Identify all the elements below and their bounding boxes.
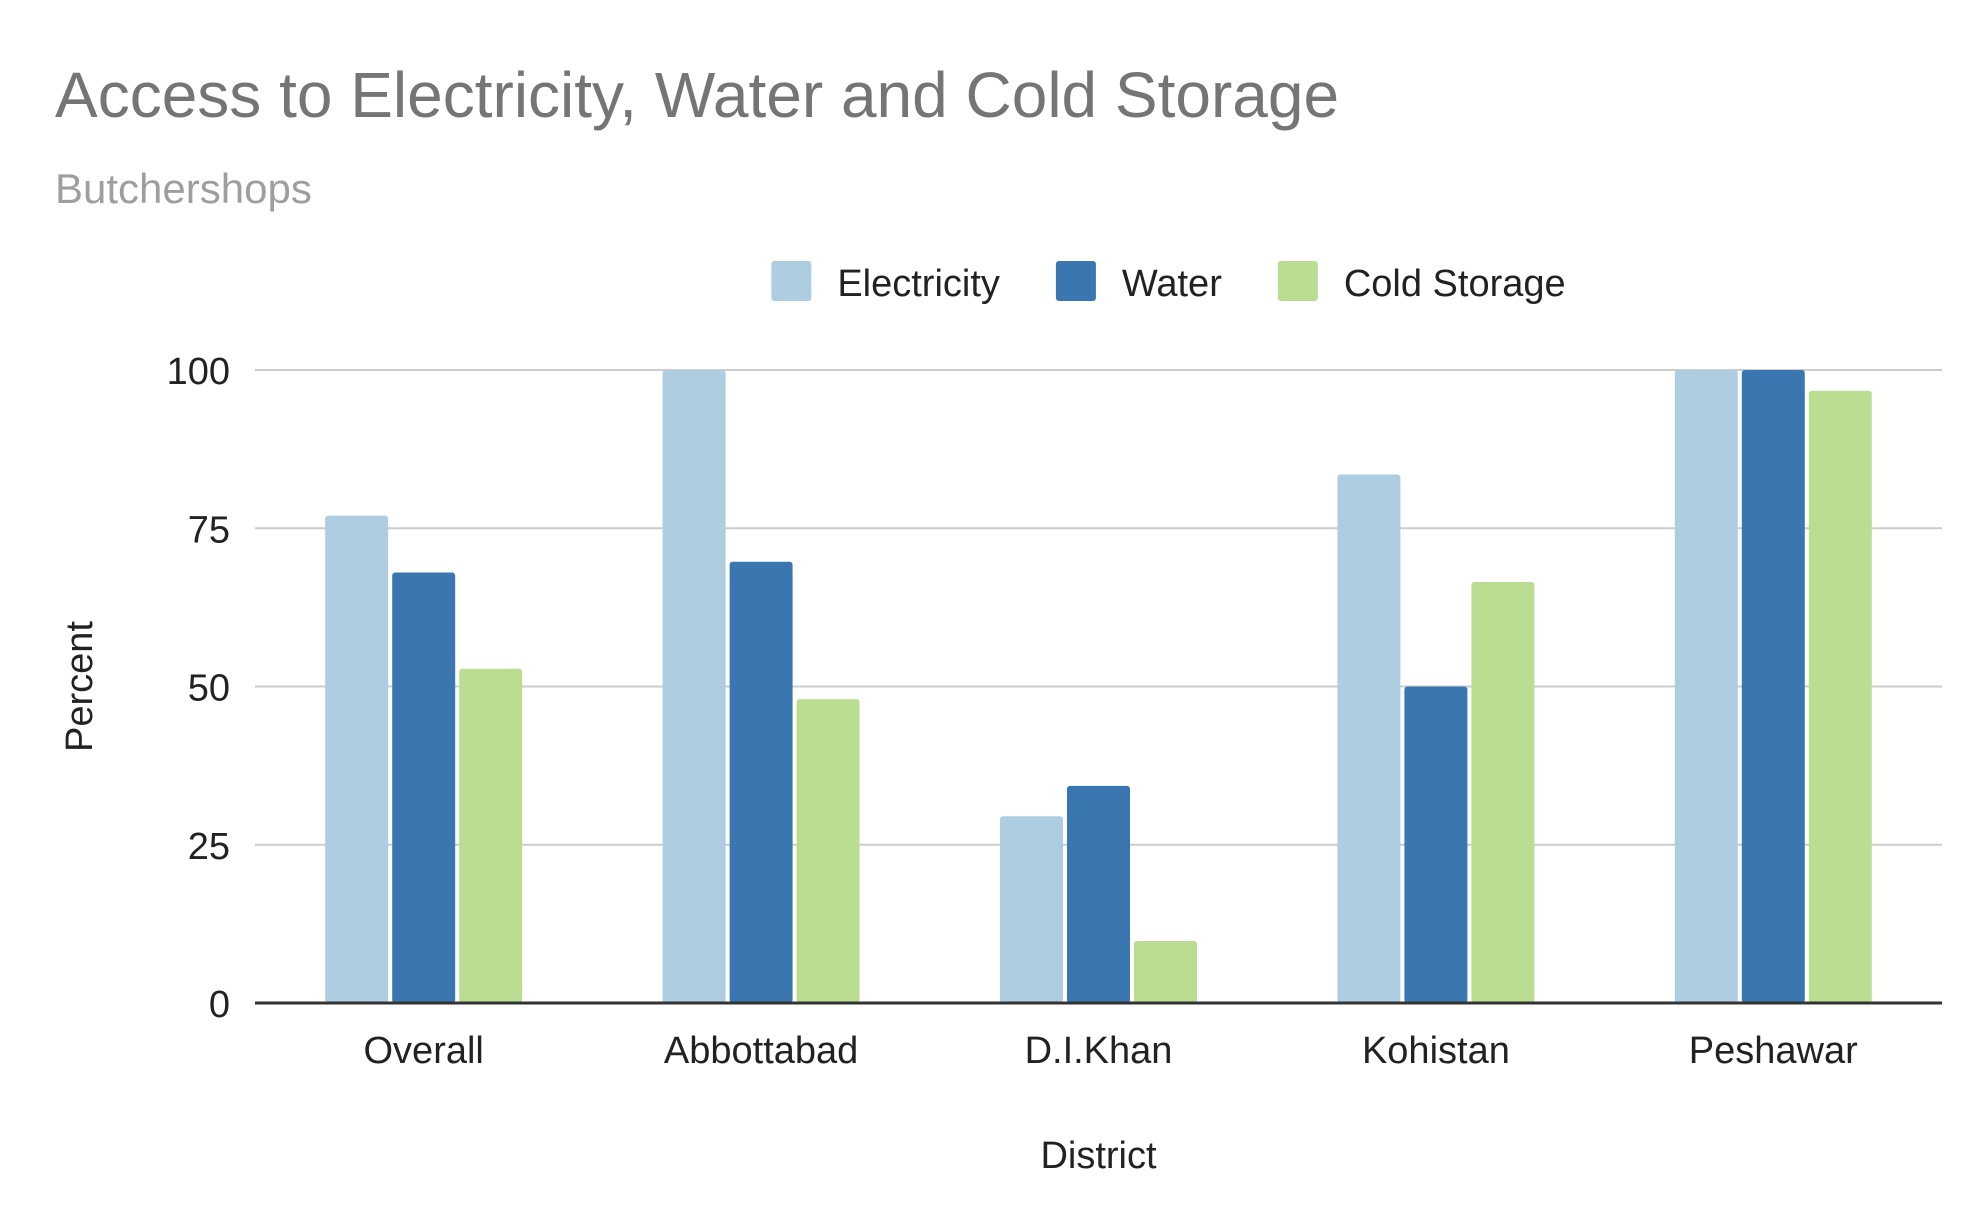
legend-label: Electricity	[837, 263, 1000, 305]
y-tick-label: 25	[188, 826, 230, 868]
y-tick-label: 100	[167, 351, 230, 393]
bar-water	[1741, 370, 1805, 1003]
x-axis-label: District	[1040, 1135, 1157, 1177]
bars	[325, 370, 1872, 1003]
legend-label: Cold Storage	[1344, 263, 1566, 305]
bar-electricity	[1000, 816, 1063, 1003]
bar-cold-storage	[1134, 940, 1197, 1003]
bar-cold-storage	[796, 699, 860, 1003]
x-tick-label: Kohistan	[1362, 1030, 1510, 1072]
bar-cold-storage	[459, 668, 523, 1003]
x-tick-label: D.I.Khan	[1025, 1030, 1173, 1072]
chart-title: Access to Electricity, Water and Cold St…	[55, 59, 1340, 131]
y-tick-label: 0	[209, 984, 230, 1026]
legend-swatch-water	[1055, 261, 1096, 301]
bar-electricity	[1337, 474, 1401, 1003]
bar-cold-storage	[1471, 582, 1535, 1003]
bar-water	[1067, 785, 1130, 1003]
legend: Electricity Water Cold Storage	[771, 261, 1566, 305]
legend-swatch-cold-storage	[1277, 261, 1318, 301]
bar-electricity	[325, 515, 389, 1003]
y-axis-label: Percent	[59, 621, 101, 752]
y-tick-label: 75	[188, 509, 230, 551]
legend-label: Water	[1122, 263, 1222, 305]
chart-subtitle: Butchershops	[55, 165, 312, 212]
bar-cold-storage	[1808, 390, 1872, 1003]
axes: 0 25 50 75 100 Overall Abbottabad D.I.Khan Kohis…	[59, 351, 1942, 1177]
bar-water	[392, 572, 456, 1003]
x-tick-label: Overall	[364, 1030, 484, 1072]
y-tick-label: 50	[188, 668, 230, 710]
x-tick-label: Abbottabad	[664, 1030, 858, 1072]
bar-electricity	[662, 370, 726, 1003]
x-tick-label: Peshawar	[1689, 1030, 1858, 1072]
bar-water	[729, 561, 793, 1003]
legend-swatch-electricity	[771, 261, 812, 301]
bar-electricity	[1674, 370, 1738, 1003]
bar-water	[1404, 686, 1468, 1003]
